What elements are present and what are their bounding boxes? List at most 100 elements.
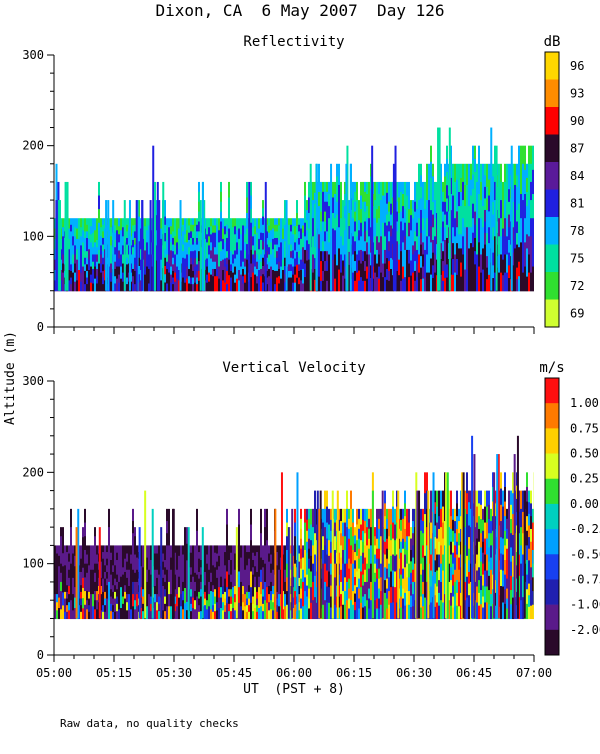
field-cell — [386, 225, 388, 237]
field-cell — [462, 218, 464, 237]
field-cell — [166, 594, 168, 607]
field-cell — [160, 238, 162, 250]
field-cell — [206, 250, 208, 260]
field-cell — [530, 254, 532, 274]
field-cell — [112, 605, 114, 613]
field-cell — [362, 191, 364, 203]
field-cell — [184, 542, 186, 559]
field-cell — [260, 581, 262, 595]
field-cell — [302, 254, 304, 263]
field-cell — [438, 554, 440, 568]
field-cell — [54, 238, 56, 250]
field-cell — [476, 254, 478, 274]
field-cell — [130, 272, 132, 283]
field-cell — [256, 585, 258, 593]
field-cell — [126, 257, 128, 265]
field-cell — [374, 572, 376, 583]
field-cell — [400, 261, 402, 272]
field-cell — [434, 272, 436, 292]
field-cell — [482, 530, 484, 543]
field-cell — [408, 604, 410, 620]
field-cell — [336, 163, 338, 178]
field-cell — [198, 280, 200, 292]
field-cell — [246, 228, 248, 245]
field-cell — [86, 554, 88, 565]
field-cell — [230, 277, 232, 285]
field-cell — [266, 264, 268, 272]
field-cell — [160, 259, 162, 271]
field-cell — [306, 220, 308, 231]
field-cell — [282, 270, 284, 281]
field-cell — [440, 563, 442, 583]
field-cell — [402, 568, 404, 580]
field-cell — [288, 224, 290, 232]
field-cell — [302, 283, 304, 292]
field-cell — [352, 563, 354, 578]
field-cell — [470, 545, 472, 565]
field-cell — [134, 277, 136, 285]
field-cell — [502, 490, 504, 508]
field-cell — [62, 527, 64, 541]
field-cell — [234, 258, 236, 268]
field-cell — [498, 236, 500, 256]
field-cell — [168, 545, 170, 559]
field-cell — [186, 543, 188, 553]
field-cell — [340, 508, 342, 522]
field-cell — [132, 283, 134, 292]
field-cell — [114, 261, 116, 270]
field-cell — [112, 545, 114, 553]
field-cell — [240, 557, 242, 571]
field-cell — [128, 561, 130, 571]
field-cell — [436, 259, 438, 276]
field-cell — [456, 211, 458, 228]
field-cell — [384, 209, 386, 224]
field-cell — [260, 239, 262, 248]
field-cell — [122, 227, 124, 237]
field-cell — [414, 201, 416, 213]
field-cell — [90, 218, 92, 227]
field-cell — [456, 567, 458, 581]
field-cell — [510, 519, 512, 534]
field-cell — [272, 561, 274, 571]
field-cell — [266, 251, 268, 259]
field-cell — [308, 508, 310, 520]
colorbar-swatch — [545, 162, 559, 190]
field-cell — [364, 270, 366, 282]
field-cell — [382, 181, 384, 197]
field-cell — [232, 254, 234, 265]
field-cell — [362, 574, 364, 587]
field-cell — [160, 228, 162, 240]
field-cell — [508, 239, 510, 254]
field-cell — [196, 607, 198, 620]
field-cell — [486, 538, 488, 556]
field-cell — [116, 589, 118, 598]
field-cell — [314, 575, 316, 598]
field-cell — [98, 249, 100, 265]
field-cell — [240, 274, 242, 284]
field-cell — [264, 508, 266, 528]
field-cell — [142, 603, 144, 612]
field-cell — [194, 600, 196, 610]
field-cell — [430, 506, 432, 524]
field-cell — [240, 258, 242, 268]
field-cell — [486, 233, 488, 246]
field-cell — [458, 276, 460, 292]
field-cell — [420, 256, 422, 269]
field-cell — [116, 611, 118, 620]
field-cell — [406, 249, 408, 265]
field-cell — [74, 245, 76, 256]
field-cell — [408, 508, 410, 524]
field-cell — [456, 179, 458, 197]
field-cell — [322, 211, 324, 223]
field-cell — [510, 561, 512, 577]
field-cell — [342, 275, 344, 292]
field-cell — [512, 597, 514, 620]
field-cell — [188, 254, 190, 263]
field-cell — [144, 242, 146, 252]
field-cell — [392, 586, 394, 604]
field-cell — [378, 538, 380, 550]
field-cell — [258, 228, 260, 240]
field-cell — [530, 236, 532, 256]
field-cell — [130, 545, 132, 556]
field-cell — [530, 567, 532, 581]
